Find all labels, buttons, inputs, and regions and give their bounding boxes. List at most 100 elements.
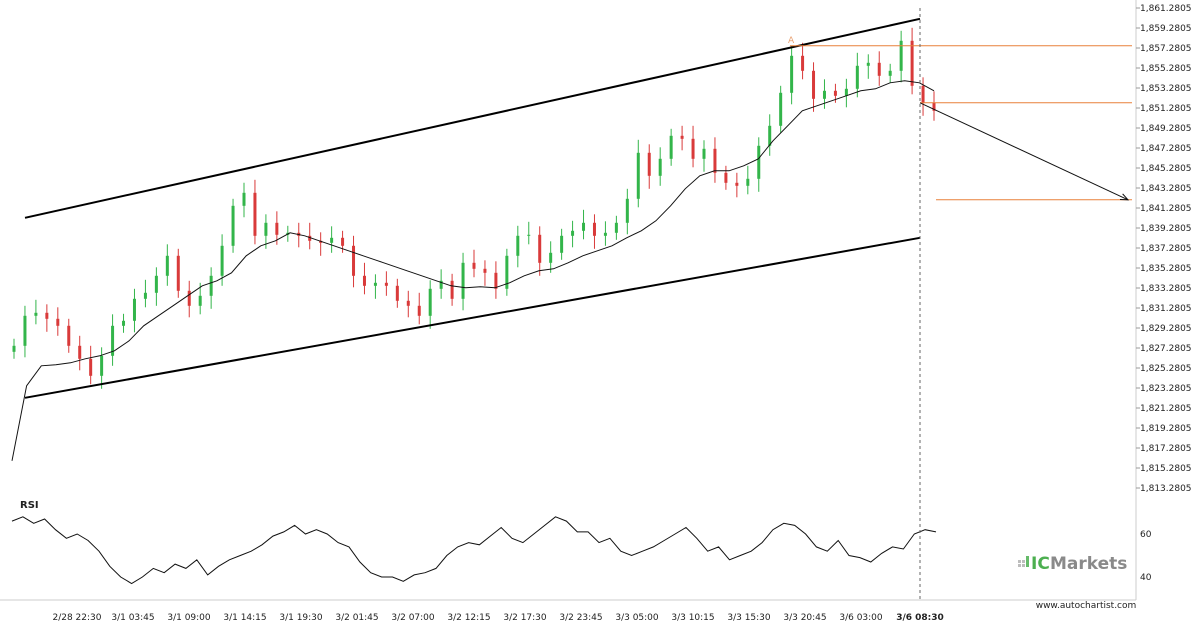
candle-body [866,62,870,66]
candle [373,274,377,299]
candle-body [78,345,82,359]
candle [910,27,914,95]
candle-body [122,320,126,326]
x-tick-label: 3/1 19:30 [279,613,323,623]
trend-channel [24,17,921,399]
candle [549,241,553,273]
candle-body [176,255,180,291]
candle-body [67,325,71,346]
candle-body [625,198,629,223]
candle [187,280,191,318]
candle [143,279,147,308]
candle [111,314,115,366]
candle-body [888,70,892,76]
candle-body [198,295,202,306]
candle-body [527,234,531,236]
rsi-line [11,516,937,585]
candle [330,226,334,253]
candle-body [658,158,662,176]
candle-body [341,237,345,246]
candle [844,78,848,108]
candle [757,137,761,192]
candle-body [516,235,520,256]
candle [78,335,82,371]
candle-body [735,182,739,186]
candle-body [395,285,399,301]
x-tick-label: 3/2 01:45 [335,613,378,623]
channel-lower-line [24,236,921,399]
candle [921,77,925,116]
candle-body [143,292,147,299]
rsi-panel: RSI [11,500,937,585]
candle-body [571,230,575,236]
candle [362,262,366,295]
candle [384,271,388,296]
candle [746,165,750,195]
candle [538,226,542,276]
candle-body [582,222,586,231]
y-tick-label: 1,815.2805 [1140,464,1192,474]
y-tick-label: 1,855.2805 [1140,64,1192,74]
candle-body [844,88,848,96]
candle-body [12,345,16,352]
candle [724,165,728,190]
candle [571,220,575,248]
candle-body [910,40,914,86]
candle [209,267,213,309]
y-tick-label: 1,845.2805 [1140,164,1192,174]
candle [23,305,27,358]
y-tick-label: 1,827.2805 [1140,344,1192,354]
candle [636,139,640,208]
y-tick-label: 1,825.2805 [1140,364,1192,374]
x-tick-label: 3/3 20:45 [783,613,826,623]
price-axis: 1,861.2805 1,859.2805 1,857.2805 1,855.2805… [1136,4,1192,494]
candle-body [921,85,925,103]
candle-body [483,268,487,273]
candle [12,338,16,359]
candle [527,221,531,245]
candle [67,318,71,353]
candle [220,234,224,286]
candle-body [833,90,837,96]
rsi-title: RSI [20,500,39,511]
candle-body [231,205,235,246]
candle [647,144,651,189]
candlestick-series [12,27,936,389]
logo-ic-text: IC [1031,554,1050,574]
forecast-line [919,102,1129,201]
candle [855,52,859,98]
y-tick-label: 1,837.2805 [1140,244,1192,254]
candle [614,215,618,240]
candle [264,214,268,249]
y-tick-label: 1,813.2805 [1140,484,1192,494]
x-tick-label: 3/3 15:30 [727,613,771,623]
y-tick-label: 1,829.2805 [1140,324,1192,334]
candle-body [494,272,498,289]
x-tick-label: 3/1 03:45 [111,613,154,623]
candle [406,290,410,318]
candle-body [275,222,279,235]
candle-body [45,312,49,319]
candle-body [362,275,366,286]
y-tick-label: 1,849.2805 [1140,124,1192,134]
candle-body [877,62,881,76]
candle [417,292,421,325]
candle-body [472,262,476,269]
candle-body [154,275,158,293]
candle [658,147,662,186]
candle [154,267,158,306]
candle-body [560,235,564,253]
candle-body [89,358,93,376]
rsi-tick-label: 40 [1140,573,1152,583]
candle [702,140,706,172]
candle-body [209,275,213,296]
candle-body [417,305,421,316]
forecast-arrow [919,102,1130,201]
candle-body [855,65,859,89]
candle-body [713,148,717,173]
x-tick-label-current: 3/6 08:30 [896,613,944,623]
candle-body [100,355,104,376]
x-tick-label: 3/2 07:00 [391,613,435,623]
candle-body [352,245,356,276]
